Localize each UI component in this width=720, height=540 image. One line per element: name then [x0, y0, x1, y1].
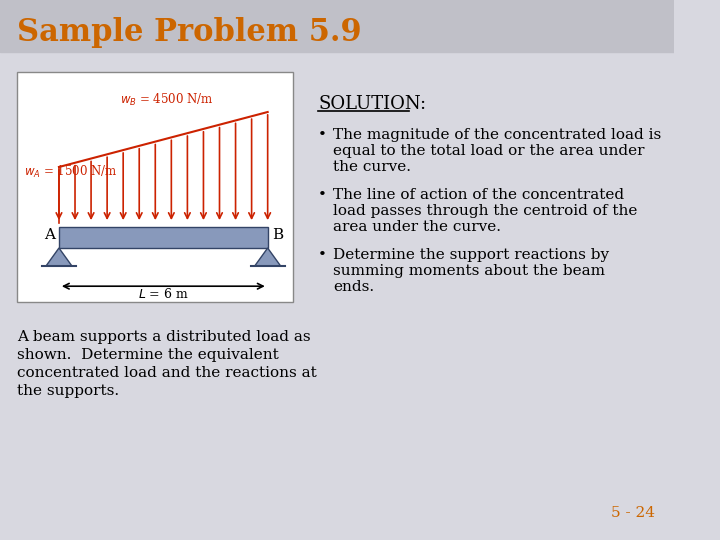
Text: SOLUTION:: SOLUTION: [318, 95, 426, 113]
Bar [0, 0, 674, 52]
Text: the curve.: the curve. [333, 160, 411, 174]
Text: The line of action of the concentrated: The line of action of the concentrated [333, 188, 624, 202]
Text: A: A [44, 228, 55, 242]
Text: load passes through the centroid of the: load passes through the centroid of the [333, 204, 637, 218]
Text: shown.  Determine the equivalent: shown. Determine the equivalent [17, 348, 279, 362]
Text: area under the curve.: area under the curve. [333, 220, 501, 234]
Text: summing moments about the beam: summing moments about the beam [333, 264, 606, 278]
Polygon shape [255, 248, 281, 266]
Text: $w_B$ = 4500 N/m: $w_B$ = 4500 N/m [120, 92, 213, 108]
Text: ends.: ends. [333, 280, 374, 294]
Text: $L$ = 6 m: $L$ = 6 m [138, 287, 189, 301]
Text: Sample Problem 5.9: Sample Problem 5.9 [17, 17, 361, 48]
Text: •: • [318, 188, 327, 202]
Text: equal to the total load or the area under: equal to the total load or the area unde… [333, 144, 644, 158]
Text: concentrated load and the reactions at: concentrated load and the reactions at [17, 366, 317, 380]
Text: The magnitude of the concentrated load is: The magnitude of the concentrated load i… [333, 128, 662, 142]
Bar [59, 227, 268, 248]
Polygon shape [46, 248, 72, 266]
Text: •: • [318, 128, 327, 142]
Text: Determine the support reactions by: Determine the support reactions by [333, 248, 609, 262]
Text: 5 - 24: 5 - 24 [611, 506, 655, 520]
Text: $w_A$ = 1500 N/m: $w_A$ = 1500 N/m [24, 164, 118, 180]
Bar [17, 72, 293, 302]
Text: A beam supports a distributed load as: A beam supports a distributed load as [17, 330, 310, 344]
Text: •: • [318, 248, 327, 262]
Text: B: B [272, 228, 284, 242]
Text: the supports.: the supports. [17, 384, 119, 398]
